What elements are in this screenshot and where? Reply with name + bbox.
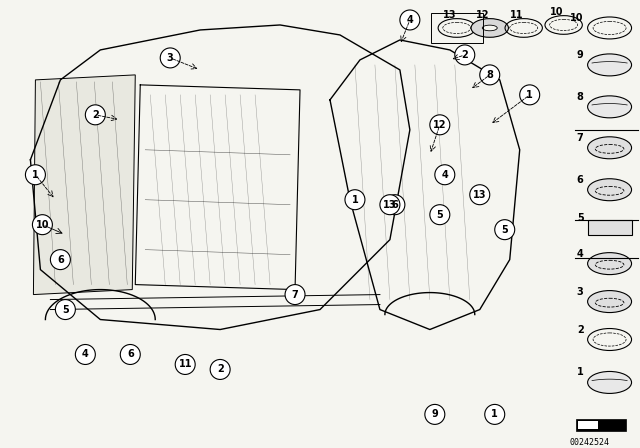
Text: 1: 1 <box>492 409 498 419</box>
Circle shape <box>175 354 195 375</box>
Text: 4: 4 <box>577 249 584 258</box>
Text: 5: 5 <box>436 210 444 220</box>
Bar <box>575 419 625 431</box>
Text: 2: 2 <box>577 324 584 335</box>
Ellipse shape <box>588 291 632 313</box>
Circle shape <box>385 195 405 215</box>
Circle shape <box>430 205 450 225</box>
Circle shape <box>26 165 45 185</box>
Text: 1: 1 <box>577 367 584 378</box>
Text: 11: 11 <box>179 359 192 370</box>
Circle shape <box>400 10 420 30</box>
Text: 3: 3 <box>577 287 584 297</box>
Text: 10: 10 <box>570 13 584 23</box>
Text: 1: 1 <box>351 195 358 205</box>
Circle shape <box>33 215 52 235</box>
Text: 1: 1 <box>526 90 533 100</box>
Text: 10: 10 <box>36 220 49 230</box>
Circle shape <box>495 220 515 240</box>
Circle shape <box>210 359 230 379</box>
Text: 13: 13 <box>383 200 397 210</box>
Text: 2: 2 <box>217 365 223 375</box>
Ellipse shape <box>588 253 632 275</box>
Text: 5: 5 <box>62 305 68 314</box>
Circle shape <box>85 105 106 125</box>
Text: 8: 8 <box>486 70 493 80</box>
Circle shape <box>56 300 76 319</box>
Text: 6: 6 <box>577 175 584 185</box>
Polygon shape <box>33 75 135 295</box>
Text: 6: 6 <box>127 349 134 359</box>
Circle shape <box>120 345 140 365</box>
Text: 2: 2 <box>461 50 468 60</box>
Text: 4: 4 <box>406 15 413 25</box>
Circle shape <box>484 405 505 424</box>
Ellipse shape <box>588 371 632 393</box>
Text: 13: 13 <box>473 190 486 200</box>
Text: 13: 13 <box>443 10 456 20</box>
Circle shape <box>480 65 500 85</box>
Circle shape <box>425 405 445 424</box>
Ellipse shape <box>588 96 632 118</box>
Circle shape <box>455 45 475 65</box>
Text: 9: 9 <box>431 409 438 419</box>
Bar <box>431 13 483 43</box>
Text: 5: 5 <box>501 224 508 235</box>
Circle shape <box>345 190 365 210</box>
Circle shape <box>470 185 490 205</box>
Circle shape <box>76 345 95 365</box>
Text: 10: 10 <box>550 7 563 17</box>
Text: 5: 5 <box>577 213 584 223</box>
Text: 1: 1 <box>32 170 39 180</box>
Text: 8: 8 <box>577 92 584 102</box>
Ellipse shape <box>471 19 508 37</box>
Text: 6: 6 <box>57 254 64 265</box>
Bar <box>578 422 598 429</box>
Text: 00242524: 00242524 <box>570 438 610 447</box>
Text: 9: 9 <box>577 50 584 60</box>
Circle shape <box>285 284 305 305</box>
Ellipse shape <box>588 137 632 159</box>
Text: 2: 2 <box>92 110 99 120</box>
Text: 4: 4 <box>82 349 89 359</box>
Text: 4: 4 <box>442 170 448 180</box>
Text: 7: 7 <box>577 133 584 143</box>
Text: 12: 12 <box>476 10 489 20</box>
Circle shape <box>435 165 455 185</box>
Circle shape <box>430 115 450 135</box>
Text: 7: 7 <box>292 289 298 300</box>
Circle shape <box>160 48 180 68</box>
Bar <box>588 220 632 235</box>
Text: 11: 11 <box>509 10 524 20</box>
Ellipse shape <box>588 179 632 201</box>
Text: 6: 6 <box>392 200 398 210</box>
Ellipse shape <box>483 25 497 31</box>
Circle shape <box>51 250 70 270</box>
Text: 3: 3 <box>167 53 173 63</box>
Circle shape <box>520 85 540 105</box>
Text: 12: 12 <box>433 120 447 130</box>
Ellipse shape <box>588 54 632 76</box>
Circle shape <box>380 195 400 215</box>
